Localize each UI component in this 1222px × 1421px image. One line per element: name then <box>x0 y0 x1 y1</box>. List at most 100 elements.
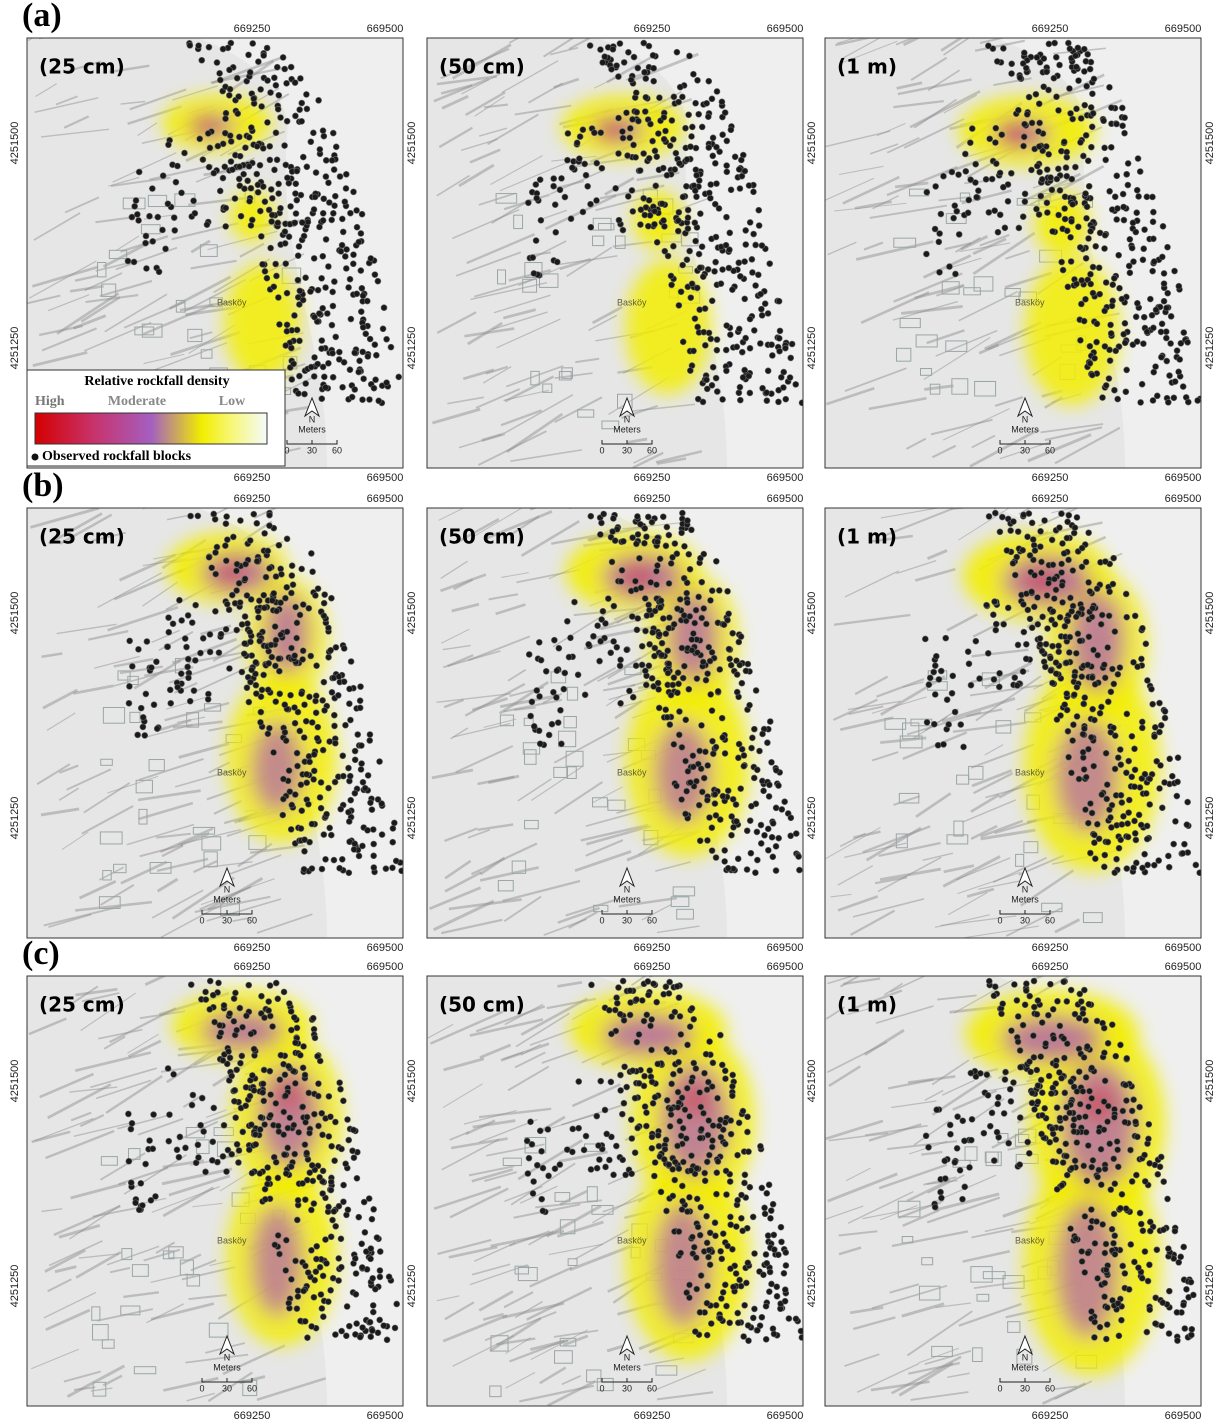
rockfall-block <box>305 801 311 807</box>
rockfall-block <box>709 649 715 655</box>
rockfall-block <box>952 709 958 715</box>
x-coord-bottom: 669500 <box>1165 942 1202 954</box>
rockfall-block <box>634 627 640 633</box>
rockfall-block <box>328 1287 334 1293</box>
rockfall-block <box>299 808 305 814</box>
rockfall-block <box>1046 580 1052 586</box>
rockfall-block <box>553 229 559 235</box>
rockfall-block <box>717 1032 723 1038</box>
rockfall-block <box>305 1270 311 1276</box>
rockfall-block <box>664 1046 670 1052</box>
rockfall-block <box>946 721 952 727</box>
rockfall-block <box>590 633 596 639</box>
rockfall-block <box>353 1271 359 1277</box>
x-coord-bottom: 669500 <box>367 472 404 484</box>
rockfall-block <box>1042 664 1048 670</box>
rockfall-block <box>1061 1055 1067 1061</box>
rockfall-block <box>1097 291 1103 297</box>
rockfall-block <box>1000 1001 1006 1007</box>
rockfall-block <box>286 1063 292 1069</box>
panel-label: (50 cm) <box>439 993 525 1017</box>
rockfall-block <box>266 565 272 571</box>
rockfall-block <box>1150 236 1156 242</box>
rockfall-block <box>273 1159 279 1165</box>
rockfall-block <box>343 1161 349 1167</box>
rockfall-block <box>709 1138 715 1144</box>
rockfall-block <box>359 1264 365 1270</box>
rockfall-block <box>310 1015 316 1021</box>
rockfall-block <box>346 870 352 876</box>
rockfall-block <box>278 205 284 211</box>
rockfall-block <box>264 275 270 281</box>
rockfall-block <box>1083 559 1089 565</box>
rockfall-block <box>1108 105 1114 111</box>
rockfall-block <box>566 654 572 660</box>
rockfall-block <box>667 722 673 728</box>
rockfall-block <box>691 348 697 354</box>
rockfall-block <box>1103 382 1109 388</box>
rockfall-block <box>570 1126 576 1132</box>
rockfall-block <box>311 768 317 774</box>
rockfall-block <box>993 125 999 131</box>
rockfall-block <box>342 253 348 259</box>
rockfall-block <box>600 608 606 614</box>
rockfall-block <box>1070 568 1076 574</box>
rockfall-block <box>759 243 765 249</box>
rockfall-block <box>649 1145 655 1151</box>
rockfall-block <box>675 1104 681 1110</box>
rockfall-block <box>1053 671 1059 677</box>
rockfall-block <box>218 631 224 637</box>
rockfall-block <box>1085 746 1091 752</box>
rockfall-block <box>642 1073 648 1079</box>
rockfall-block <box>643 94 649 100</box>
rockfall-block <box>793 381 799 387</box>
rockfall-block <box>597 47 603 53</box>
rockfall-block <box>700 1110 706 1116</box>
rockfall-block <box>223 521 229 527</box>
rockfall-block <box>311 206 317 212</box>
map-panel: Basköy(50 cm)NMeters03060 <box>427 962 805 1406</box>
rockfall-block <box>599 165 605 171</box>
rockfall-block <box>295 277 301 283</box>
rockfall-block <box>983 176 989 182</box>
rockfall-block <box>954 208 960 214</box>
rockfall-block <box>258 1114 264 1120</box>
rockfall-block <box>1092 355 1098 361</box>
rockfall-block <box>1059 259 1065 265</box>
rockfall-block <box>1064 691 1070 697</box>
rockfall-block <box>367 731 373 737</box>
rockfall-block <box>676 732 682 738</box>
rockfall-block <box>642 212 648 218</box>
rockfall-block <box>1137 1104 1143 1110</box>
rockfall-block <box>1082 807 1088 813</box>
rockfall-block <box>713 1302 719 1308</box>
rockfall-block <box>369 1328 375 1334</box>
rockfall-block <box>666 532 672 538</box>
rockfall-block <box>696 111 702 117</box>
rockfall-block <box>706 1117 712 1123</box>
rockfall-block <box>265 687 271 693</box>
rockfall-block <box>347 276 353 282</box>
rockfall-block <box>258 709 264 715</box>
rockfall-block <box>956 231 962 237</box>
rockfall-block <box>1139 625 1145 631</box>
rockfall-block <box>133 197 139 203</box>
y-coord-right: 4251500 <box>806 122 818 165</box>
rockfall-block <box>1074 281 1080 287</box>
rockfall-block <box>363 331 369 337</box>
rockfall-block <box>551 183 557 189</box>
rockfall-block <box>196 43 202 49</box>
rockfall-block <box>738 634 744 640</box>
rockfall-block <box>1098 621 1104 627</box>
rockfall-block <box>630 1068 636 1074</box>
rockfall-block <box>237 183 243 189</box>
rockfall-block <box>583 172 589 178</box>
rockfall-block <box>1001 621 1007 627</box>
rockfall-block <box>552 202 558 208</box>
rockfall-block <box>1081 46 1087 52</box>
rockfall-block <box>1082 296 1088 302</box>
rockfall-block <box>702 342 708 348</box>
scale-tick: 60 <box>247 1383 257 1393</box>
terrain-line <box>994 498 1020 509</box>
rockfall-block <box>327 739 333 745</box>
